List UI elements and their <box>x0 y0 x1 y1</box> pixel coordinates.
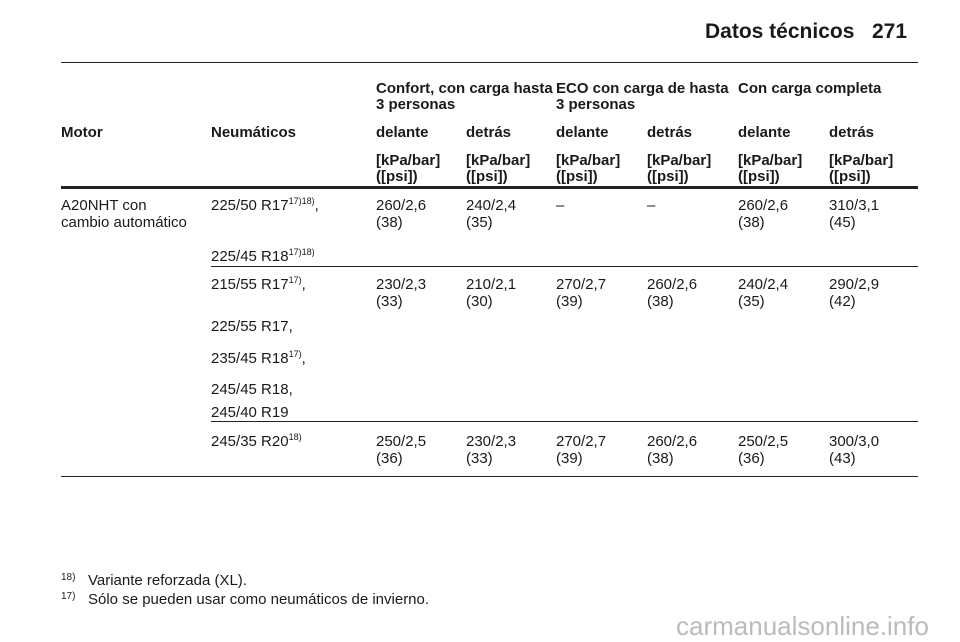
tire-suffix: , <box>301 276 306 293</box>
pressure: 310/3,1 <box>829 197 880 214</box>
top-rule <box>61 62 918 63</box>
group-header: Con carga completa <box>738 80 882 97</box>
pressure: 250/2,5 <box>376 433 427 450</box>
footnote-ref: 18) <box>288 432 302 442</box>
column-header: delante <box>376 124 429 141</box>
footnote-mark: 17) <box>61 591 76 602</box>
header-rule <box>61 186 918 189</box>
pressure: 240/2,4 <box>466 197 517 214</box>
column-header: detrás <box>647 124 693 141</box>
unit-label: ([psi]) <box>466 168 508 185</box>
unit-label: ([psi]) <box>647 168 689 185</box>
pressure: 260/2,6 <box>738 197 789 214</box>
pressure: – <box>647 197 656 214</box>
tire-size: 245/40 R19 <box>211 404 289 421</box>
motor: cambio automático <box>61 214 187 231</box>
footnote-mark: 18) <box>61 572 76 583</box>
unit-label: [kPa/bar] <box>829 152 894 169</box>
tire-size: 245/45 R18, <box>211 381 293 398</box>
tire: 225/55 R17, <box>211 318 293 335</box>
pressure: 240/2,4 <box>738 276 789 293</box>
tire: 245/40 R19 <box>211 404 289 421</box>
pressure: (45) <box>829 214 856 231</box>
footnote-ref: 17)18) <box>288 247 315 257</box>
pressure: (36) <box>376 450 403 467</box>
pressure: 270/2,7 <box>556 433 607 450</box>
page-title: Datos técnicos <box>705 20 855 43</box>
pressure: (42) <box>829 293 856 310</box>
tire-size: 245/35 R20 <box>211 433 289 450</box>
unit-label: [kPa/bar] <box>376 152 441 169</box>
page-number: 271 <box>872 20 908 43</box>
tire-size: 225/55 R17, <box>211 318 293 335</box>
pressure: – <box>556 197 565 214</box>
tire: 215/55 R1717), <box>211 275 306 294</box>
pressure: (43) <box>829 450 856 467</box>
tire-size: 225/45 R18 <box>211 248 289 265</box>
column-header: Motor <box>61 124 103 141</box>
column-header: detrás <box>466 124 512 141</box>
pressure: 250/2,5 <box>738 433 789 450</box>
unit-label: ([psi]) <box>376 168 418 185</box>
column-header: detrás <box>829 124 875 141</box>
pressure: (38) <box>647 450 674 467</box>
pressure: (30) <box>466 293 493 310</box>
tire-suffix: , <box>301 350 306 367</box>
footnote-ref: 17) <box>288 275 302 285</box>
tire: 235/45 R1817), <box>211 349 306 368</box>
pressure: (33) <box>376 293 403 310</box>
pressure: (38) <box>647 293 674 310</box>
pressure: (36) <box>738 450 765 467</box>
tire: 225/45 R1817)18) <box>211 247 315 266</box>
pressure: 260/2,6 <box>376 197 427 214</box>
row-rule <box>211 266 918 267</box>
table-end-rule <box>61 476 918 477</box>
pressure: (39) <box>556 293 583 310</box>
tire: 245/35 R2018) <box>211 432 302 451</box>
pressure: 270/2,7 <box>556 276 607 293</box>
unit-label: ([psi]) <box>738 168 780 185</box>
unit-label: [kPa/bar] <box>556 152 621 169</box>
pressure: 260/2,6 <box>647 276 698 293</box>
tire-suffix: , <box>314 197 319 214</box>
pressure: (38) <box>376 214 403 231</box>
column-header: delante <box>738 124 791 141</box>
footnote-text: Variante reforzada (XL). <box>88 572 247 589</box>
group-header: ECO con carga de hasta 3 personas <box>556 80 729 113</box>
pressure: 230/2,3 <box>376 276 427 293</box>
footnote-text: Sólo se pueden usar como neumáticos de i… <box>88 591 430 608</box>
unit-label: ([psi]) <box>829 168 871 185</box>
tire-size: 225/50 R17 <box>211 197 289 214</box>
group-header: Confort, con carga hasta 3 personas <box>376 80 553 113</box>
row-rule <box>211 421 918 422</box>
motor: A20NHT con <box>61 197 147 214</box>
footnote-ref: 17)18) <box>288 196 315 206</box>
pressure: 260/2,6 <box>647 433 698 450</box>
pressure: 300/3,0 <box>829 433 880 450</box>
pressure: 290/2,9 <box>829 276 880 293</box>
pressure: (35) <box>738 293 765 310</box>
tire: 225/50 R1717)18), <box>211 196 319 215</box>
pressure: 230/2,3 <box>466 433 517 450</box>
pressure: (39) <box>556 450 583 467</box>
pressure: (35) <box>466 214 493 231</box>
unit-label: [kPa/bar] <box>466 152 531 169</box>
pressure: 210/2,1 <box>466 276 517 293</box>
pressure: (38) <box>738 214 765 231</box>
column-header: delante <box>556 124 609 141</box>
tire: 245/45 R18, <box>211 381 293 398</box>
tire-size: 235/45 R18 <box>211 350 289 367</box>
unit-label: [kPa/bar] <box>738 152 803 169</box>
tire-size: 215/55 R17 <box>211 276 289 293</box>
watermark: carmanualsonline.info <box>676 611 929 641</box>
unit-label: ([psi]) <box>556 168 598 185</box>
column-header: Neumáticos <box>211 124 297 141</box>
pressure: (33) <box>466 450 493 467</box>
unit-label: [kPa/bar] <box>647 152 712 169</box>
footnote-ref: 17) <box>288 349 302 359</box>
